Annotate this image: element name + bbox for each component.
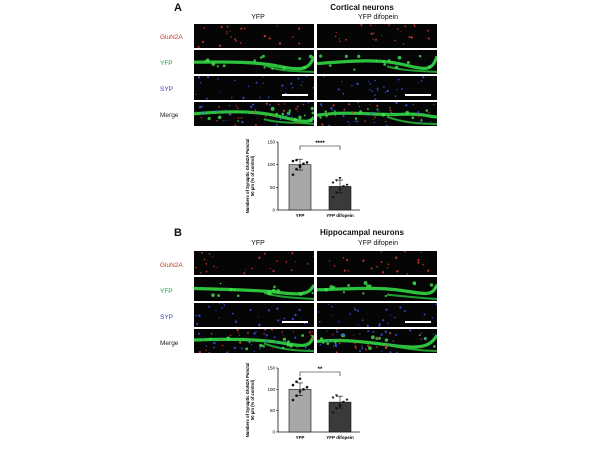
panel-b-y-tick-label: 150 [267,366,275,371]
panel-a-data-point [291,159,295,163]
panel-b-bar-chart: Numbers of Synaptic GluN2A Puncta/50 μm … [240,354,380,446]
panel-a-y-tick-label: 100 [267,162,275,167]
panel-b-col-difopein: YFP difopein [358,240,398,247]
panel-b-data-point [295,380,298,383]
panel-a-bar-chart: Numbers of Synaptic GluN2A Puncta/50 μm … [240,128,380,224]
panel-a-significance-stars: **** [315,141,325,147]
panel-a-data-point [335,191,338,195]
panel-b-syp-difopein-image [317,303,437,327]
scale-bar [405,321,431,323]
panel-a-title: Cortical neurons [330,3,394,12]
panel-a-data-point [335,179,338,182]
panel-a-data-point [338,188,342,191]
panel-b-y-axis-label: Numbers of Synaptic GluN2A Puncta/50 μm … [245,362,255,437]
scale-bar [282,94,308,96]
panel-b-syp-yfp-image [194,303,314,327]
scale-bar [282,321,308,323]
panel-b-data-point [295,394,298,398]
panel-a-data-point [305,161,309,164]
panel-a-data-point [338,177,342,180]
panel-a-row-syp: SYP [160,86,174,93]
panel-b-y-tick-label: 50 [270,408,276,413]
panel-b-data-point [291,398,295,402]
panel-a-col-yfp: YFP [251,14,265,21]
panel-a-merge-difopein-image [317,102,437,126]
panel-a-y-tick-label: 0 [272,208,275,213]
panel-b-data-point [345,398,349,402]
panel-a-row-merge: Merge [160,112,179,119]
panel-b-glun2a-yfp-image [194,251,314,275]
panel-a-syp-yfp-image [194,76,314,100]
panel-b-data-point [298,390,302,393]
panel-a-y-tick-label: 150 [267,140,275,145]
panel-b-data-point [302,388,305,391]
panel-a-data-point [298,164,302,167]
panel-a-data-point [295,158,298,162]
panel-a-syp-difopein-image [317,76,437,100]
panel-b-x-tick-label: YFP [296,435,305,440]
panel-a-row-yfp: YFP [160,60,173,67]
panel-a-x-tick-label: YFP difopein [326,213,354,218]
panel-a-data-point [345,183,349,187]
panel-b-row-merge: Merge [160,340,179,347]
panel-a-significance-bracket [299,145,341,150]
panel-a-merge-yfp-image [194,102,314,126]
panel-a-col-difopein: YFP difopein [358,14,398,21]
panel-b-yfp-difopein-image [317,277,437,301]
scale-bar [405,94,431,96]
panel-a-row-glun2a: GluN2A [160,34,183,41]
panel-a-data-point [295,167,298,171]
panel-a-label: A [174,2,182,14]
panel-a-yfp-yfp-image [194,50,314,74]
panel-b-data-point [291,383,295,387]
panel-b-merge-difopein-image [317,329,437,353]
panel-b-data-point [338,405,342,408]
panel-a-y-axis-label: Numbers of Synaptic GluN2A Puncta/50 μm … [245,138,255,213]
panel-a-data-point [302,162,305,166]
panel-b-row-syp: SYP [160,314,174,321]
panel-b-data-point [335,407,338,410]
panel-b-y-tick-label: 0 [272,430,275,435]
panel-a-yfp-difopein-image [317,50,437,74]
panel-b-data-point [335,394,338,398]
panel-b-yfp-yfp-image [194,277,314,301]
panel-b-data-point [331,411,335,415]
panel-a-x-tick-label: YFP [296,213,305,218]
panel-b-x-tick-label: YFP difopein [326,435,354,440]
panel-a-data-point [331,181,335,185]
panel-b-merge-yfp-image [194,329,314,353]
panel-b-title: Hippocampal neurons [319,228,404,237]
panel-a-data-point [342,185,345,188]
panel-a-glun2a-yfp-image [194,24,314,48]
panel-b-row-yfp: YFP [160,288,173,295]
panel-a-y-tick-label: 50 [270,185,276,190]
panel-b-data-point [305,385,309,389]
panel-b-significance-bracket [299,371,341,376]
panel-b-y-tick-label: 100 [267,387,275,392]
panel-a-data-point [331,196,335,199]
panel-b-row-glun2a: GluN2A [160,262,183,269]
panel-b-chart-svg: Numbers of Synaptic GluN2A Puncta/50 μm … [245,362,360,440]
panel-b-data-point [298,377,302,380]
panel-a-chart-svg: Numbers of Synaptic GluN2A Puncta/50 μm … [245,138,360,218]
panel-b-data-point [331,396,335,400]
panel-b-label: B [174,227,182,239]
panel-a-data-point [291,173,295,176]
panel-a-glun2a-difopein-image [317,24,437,48]
panel-b-error-bar-0 [297,382,303,397]
panel-a-bar-0 [288,164,312,211]
panel-b-col-yfp: YFP [251,240,265,247]
panel-b-significance-stars: ** [318,367,323,373]
panel-b-glun2a-difopein-image [317,251,437,275]
panel-b-data-point [342,400,345,404]
